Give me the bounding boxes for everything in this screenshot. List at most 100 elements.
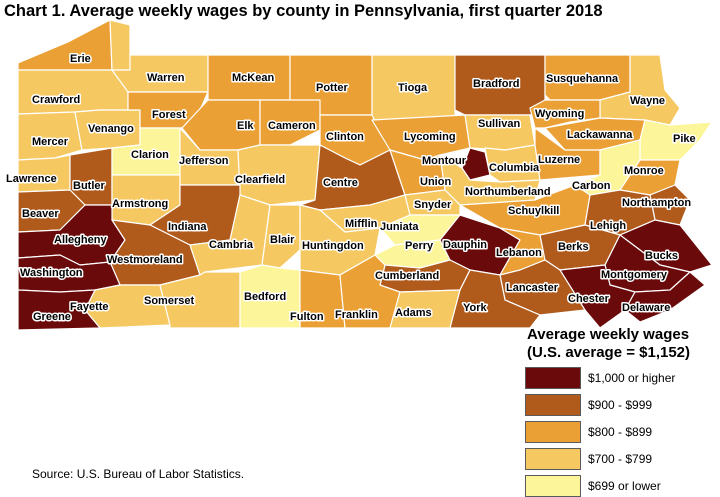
county-delaware[interactable] bbox=[624, 271, 706, 323]
legend-item: $700 - $799 bbox=[525, 448, 717, 470]
label-snyder: Snyder bbox=[414, 199, 452, 211]
label-lycoming: Lycoming bbox=[404, 131, 456, 143]
label-elk: Elk bbox=[237, 120, 254, 132]
legend-item: $699 or lower bbox=[525, 475, 717, 497]
label-lebanon: Lebanon bbox=[496, 247, 542, 259]
label-franklin: Franklin bbox=[335, 309, 378, 321]
county-montour[interactable] bbox=[461, 147, 491, 181]
legend-swatch bbox=[525, 475, 581, 497]
label-monroe: Monroe bbox=[624, 165, 664, 177]
label-union: Union bbox=[420, 176, 451, 188]
label-york: York bbox=[463, 302, 488, 314]
label-allegheny: Allegheny bbox=[54, 234, 107, 246]
label-mercer: Mercer bbox=[32, 136, 69, 148]
county-crawford[interactable] bbox=[17, 69, 129, 115]
label-columbia: Columbia bbox=[489, 162, 540, 174]
label-clearfield: Clearfield bbox=[235, 174, 285, 186]
legend-item: $900 - $999 bbox=[525, 394, 717, 416]
county-cameron[interactable] bbox=[259, 99, 321, 146]
label-huntingdon: Huntingdon bbox=[302, 240, 364, 252]
legend-label: $800 - $899 bbox=[588, 425, 653, 439]
label-washington: Washington bbox=[20, 267, 83, 279]
label-dauphin: Dauphin bbox=[443, 239, 487, 251]
label-montour: Montour bbox=[422, 155, 467, 167]
label-erie: Erie bbox=[70, 53, 91, 65]
label-butler: Butler bbox=[73, 180, 106, 192]
label-bucks: Bucks bbox=[645, 250, 678, 262]
label-carbon: Carbon bbox=[572, 180, 611, 192]
label-centre: Centre bbox=[323, 177, 358, 189]
label-mifflin: Mifflin bbox=[345, 218, 378, 230]
label-indiana: Indiana bbox=[168, 221, 207, 233]
label-chester: Chester bbox=[568, 293, 610, 305]
label-bedford: Bedford bbox=[244, 291, 286, 303]
label-greene: Greene bbox=[33, 311, 71, 323]
label-fulton: Fulton bbox=[290, 311, 324, 323]
legend-item: $1,000 or higher bbox=[525, 367, 717, 389]
label-lehigh: Lehigh bbox=[590, 220, 626, 232]
label-bradford: Bradford bbox=[473, 78, 519, 90]
label-delaware: Delaware bbox=[622, 302, 670, 314]
label-clinton: Clinton bbox=[326, 131, 364, 143]
county-snyder[interactable] bbox=[404, 189, 461, 216]
legend: Average weekly wages (U.S. average = $1,… bbox=[525, 326, 717, 497]
legend-title-line1: Average weekly wages bbox=[527, 326, 690, 343]
label-berks: Berks bbox=[558, 241, 589, 253]
label-schuylkill: Schuylkill bbox=[508, 205, 559, 217]
county-erie[interactable] bbox=[17, 19, 113, 71]
legend-label: $900 - $999 bbox=[588, 398, 653, 412]
county-shapes bbox=[17, 19, 713, 331]
label-wyoming: Wyoming bbox=[535, 108, 584, 120]
label-clarion: Clarion bbox=[131, 149, 169, 161]
legend-title: Average weekly wages (U.S. average = $1,… bbox=[527, 326, 717, 362]
county-franklin[interactable] bbox=[339, 254, 401, 329]
label-luzerne: Luzerne bbox=[538, 154, 580, 166]
label-beaver: Beaver bbox=[22, 208, 59, 220]
label-northumberland: Northumberland bbox=[465, 186, 551, 198]
label-northampton: Northampton bbox=[622, 197, 691, 209]
county-labels: Erie Warren McKean Potter Tioga Bradford… bbox=[5, 52, 698, 325]
label-blair: Blair bbox=[270, 234, 295, 246]
county-york[interactable] bbox=[449, 269, 541, 329]
label-crawford: Crawford bbox=[32, 94, 80, 106]
label-mckean: McKean bbox=[232, 72, 274, 84]
label-warren: Warren bbox=[147, 72, 185, 84]
legend-item: $800 - $899 bbox=[525, 421, 717, 443]
county-greene[interactable] bbox=[17, 289, 101, 331]
label-lawrence: Lawrence bbox=[6, 173, 57, 185]
label-cumberland: Cumberland bbox=[375, 270, 439, 282]
label-potter: Potter bbox=[316, 82, 349, 94]
legend-swatch bbox=[525, 394, 581, 416]
label-forest: Forest bbox=[152, 109, 186, 121]
label-cambria: Cambria bbox=[209, 239, 254, 251]
label-somerset: Somerset bbox=[144, 295, 194, 307]
label-armstrong: Armstrong bbox=[112, 198, 168, 210]
label-fayette: Fayette bbox=[70, 301, 109, 313]
legend-swatch bbox=[525, 421, 581, 443]
label-venango: Venango bbox=[88, 123, 134, 135]
label-lancaster: Lancaster bbox=[506, 282, 559, 294]
legend-swatch bbox=[525, 448, 581, 470]
label-perry: Perry bbox=[405, 240, 434, 252]
label-tioga: Tioga bbox=[398, 82, 428, 94]
source-note: Source: U.S. Bureau of Labor Statistics. bbox=[32, 467, 245, 481]
label-pike: Pike bbox=[673, 133, 696, 145]
legend-label: $700 - $799 bbox=[588, 452, 653, 466]
label-jefferson: Jefferson bbox=[179, 155, 229, 167]
legend-swatch bbox=[525, 367, 581, 389]
label-susquehanna: Susquehanna bbox=[546, 73, 619, 85]
label-sullivan: Sullivan bbox=[478, 118, 520, 130]
label-juniata: Juniata bbox=[380, 221, 419, 233]
legend-label: $699 or lower bbox=[588, 479, 661, 493]
county-mercer[interactable] bbox=[17, 111, 83, 161]
label-montgomery: Montgomery bbox=[601, 269, 668, 281]
label-lackawanna: Lackawanna bbox=[567, 129, 633, 141]
label-westmoreland: Westmoreland bbox=[107, 254, 183, 266]
label-wayne: Wayne bbox=[630, 95, 665, 107]
label-cameron: Cameron bbox=[268, 120, 316, 132]
label-adams: Adams bbox=[395, 307, 432, 319]
county-wyoming[interactable] bbox=[529, 99, 601, 129]
legend-label: $1,000 or higher bbox=[588, 371, 676, 385]
legend-title-line2: (U.S. average = $1,152) bbox=[527, 344, 691, 361]
